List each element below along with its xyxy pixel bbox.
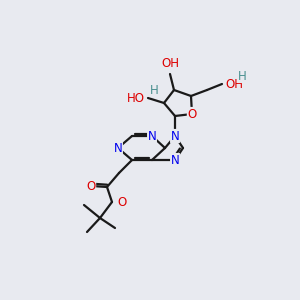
Text: H: H bbox=[238, 70, 246, 83]
Text: N: N bbox=[114, 142, 122, 154]
Text: OH: OH bbox=[225, 77, 243, 91]
Text: H: H bbox=[150, 83, 158, 97]
Text: O: O bbox=[117, 196, 126, 208]
Text: O: O bbox=[86, 179, 96, 193]
Text: N: N bbox=[148, 130, 156, 142]
Text: N: N bbox=[171, 130, 179, 142]
Text: N: N bbox=[171, 154, 179, 166]
Text: OH: OH bbox=[161, 57, 179, 70]
Text: HO: HO bbox=[127, 92, 145, 104]
Text: O: O bbox=[188, 107, 196, 121]
